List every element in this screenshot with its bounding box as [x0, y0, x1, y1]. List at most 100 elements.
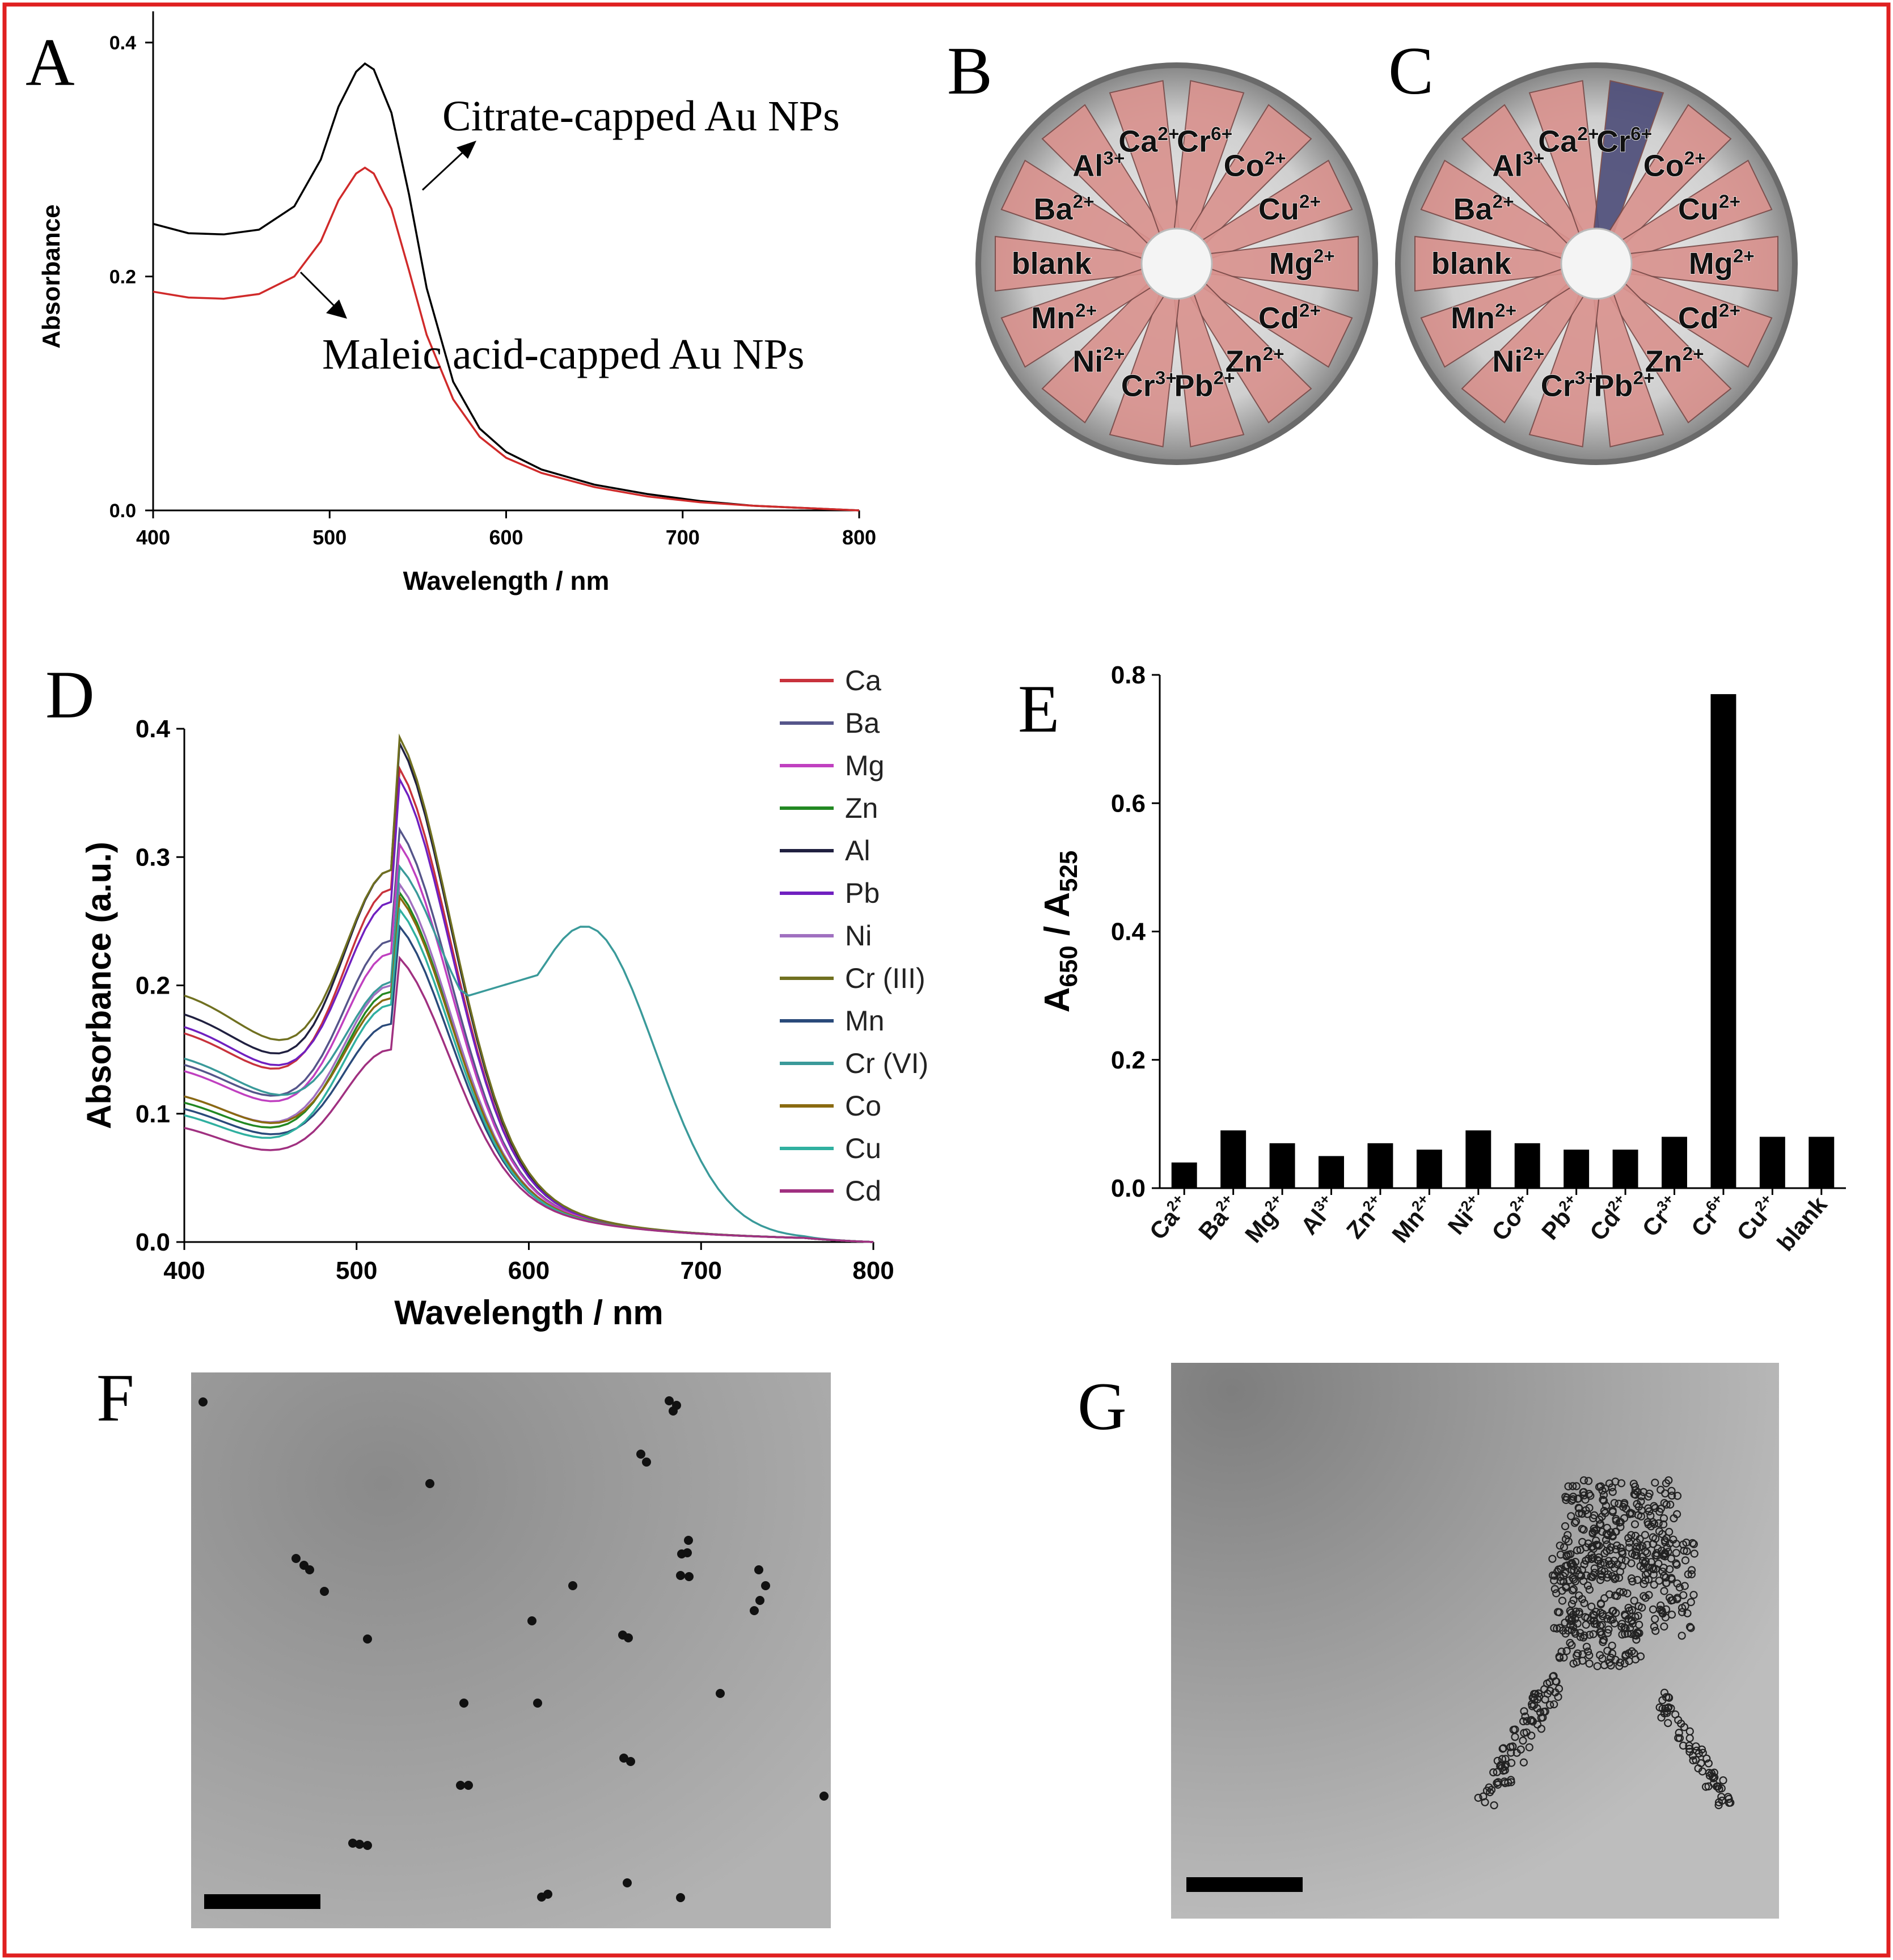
- nanoparticle: [1552, 1677, 1560, 1686]
- nanoparticle: [1608, 1507, 1617, 1517]
- nanoparticle: [543, 1890, 552, 1899]
- nanoparticle: [1579, 1577, 1588, 1585]
- nanoparticle: [1660, 1572, 1668, 1580]
- nanoparticle: [1633, 1629, 1642, 1637]
- nanoparticle: [1570, 1575, 1578, 1584]
- plate-hub-c: [1560, 227, 1633, 300]
- nanoparticle: [1616, 1523, 1625, 1531]
- tube-label-b: Cr3+: [1121, 368, 1177, 403]
- series-line-d: [184, 826, 874, 1243]
- nanoparticle: [1682, 1538, 1691, 1547]
- x-tick-label-a: 600: [489, 526, 523, 549]
- bar-e: [1809, 1137, 1835, 1188]
- nanoparticle: [1604, 1557, 1613, 1565]
- nanoparticle: [1550, 1624, 1558, 1632]
- bar-e: [1710, 694, 1736, 1188]
- nanoparticle: [1662, 1479, 1670, 1488]
- nanoparticle: [1608, 1483, 1616, 1492]
- nanoparticle: [1641, 1531, 1649, 1539]
- x-tick-label-e: Al3+: [1295, 1190, 1342, 1239]
- nanoparticle: [1657, 1601, 1665, 1610]
- x-tick-label-e: Pb2+: [1535, 1190, 1587, 1244]
- bar-e: [1759, 1137, 1785, 1188]
- nanoparticle: [348, 1839, 357, 1848]
- tube-plate-photo-b: blankBa2+Al3+Ca2+Cr6+Co2+Cu2+Mg2+Cd2+Zn2…: [975, 62, 1378, 465]
- tube-label-b-sup: 2+: [1263, 344, 1284, 365]
- nanoparticle: [1474, 1793, 1482, 1802]
- nanoparticle: [1628, 1647, 1636, 1655]
- chart-a: 400 500 600 700 800 0.0 0.2 0.4 Wavelength / nm A…: [37, 11, 876, 595]
- nanoparticle: [1658, 1530, 1667, 1539]
- nanoparticle: [1694, 1764, 1702, 1773]
- nanoparticle: [1634, 1511, 1642, 1519]
- x-tick-label-e: Mg2+: [1239, 1190, 1293, 1248]
- tube-label-c-sup: 2+: [1523, 344, 1544, 365]
- nanoparticle: [1599, 1612, 1607, 1620]
- nanoparticle: [320, 1587, 329, 1596]
- x-tick-label-e: blank: [1772, 1191, 1832, 1256]
- tube-label-b: blank: [1012, 247, 1092, 281]
- nanoparticle: [1689, 1591, 1698, 1599]
- tube-label-b: Zn2+: [1226, 344, 1284, 379]
- nanoparticle: [1512, 1748, 1521, 1757]
- y-tick-label-e: 0.8: [1111, 661, 1146, 689]
- nanoparticle: [1608, 1488, 1617, 1496]
- nanoparticle: [1613, 1560, 1622, 1569]
- nanoparticle: [1569, 1482, 1577, 1490]
- nanoparticle: [1608, 1641, 1616, 1650]
- nanoparticle: [1714, 1782, 1722, 1790]
- nanoparticle: [1684, 1570, 1692, 1579]
- nanoparticle: [1481, 1798, 1489, 1806]
- nanoparticle: [1582, 1556, 1590, 1565]
- nanoparticle: [636, 1450, 645, 1459]
- nanoparticle: [1636, 1562, 1645, 1570]
- nanoparticle: [1548, 1555, 1557, 1563]
- nanoparticle: [1605, 1658, 1614, 1667]
- nanoparticle: [1500, 1777, 1509, 1786]
- nanoparticle: [1640, 1488, 1648, 1496]
- panel-b: B blankBa2+Al3+Ca2+Cr6+Co2+Cu2+Mg2+Cd2+Z…: [947, 33, 1378, 465]
- nanoparticle: [1655, 1507, 1664, 1516]
- nanoparticle: [1612, 1545, 1620, 1554]
- nanoparticle: [1559, 1627, 1567, 1635]
- legend-label-d: Al: [845, 835, 870, 867]
- nanoparticle: [1555, 1652, 1564, 1661]
- nanoparticle: [1575, 1591, 1583, 1600]
- nanoparticle: [1485, 1783, 1493, 1792]
- nanoparticle: [1616, 1587, 1624, 1596]
- nanoparticle: [1535, 1692, 1544, 1701]
- tube-label-c: Cu2+: [1678, 192, 1740, 227]
- nanoparticle: [363, 1634, 372, 1644]
- nanoparticle: [1586, 1492, 1595, 1500]
- tube-label-b-sup: 6+: [1211, 124, 1232, 145]
- nanoparticle: [1630, 1649, 1638, 1658]
- nanoparticle: [1619, 1588, 1628, 1596]
- nanoparticle: [1561, 1493, 1570, 1501]
- bar-e: [1319, 1156, 1344, 1188]
- nanoparticle: [1673, 1510, 1681, 1518]
- tube-label-b-base: Cu: [1258, 192, 1299, 226]
- nanoparticle: [1677, 1632, 1686, 1640]
- nanoparticle: [1578, 1509, 1587, 1518]
- nanoparticle: [1667, 1574, 1676, 1582]
- y-tick-label-d: 0.1: [136, 1100, 170, 1128]
- nanoparticle: [665, 1396, 674, 1405]
- legend-label-d: Ni: [845, 920, 872, 952]
- series-line-d: [184, 740, 874, 1243]
- tube-label-b: Cr6+: [1177, 124, 1232, 159]
- nanoparticle: [1627, 1559, 1636, 1568]
- tube-label-c: Mg2+: [1689, 246, 1755, 281]
- chart-d: 400 500 600 700 800 0.0 0.1 0.2 0.3 0.4 Wavelength…: [80, 665, 928, 1332]
- y-tick-label-d: 0.3: [136, 843, 170, 871]
- nanoparticle: [1664, 1704, 1672, 1712]
- nanoparticle: [1644, 1520, 1653, 1528]
- nanoparticle: [1637, 1497, 1645, 1506]
- tube-label-c: Ni2+: [1492, 344, 1544, 379]
- nanoparticle: [1489, 1768, 1498, 1777]
- tube-label-b-sup: 2+: [1214, 368, 1235, 389]
- tube-label-c-base: Ca: [1538, 125, 1578, 159]
- nanoparticle: [755, 1596, 764, 1605]
- nanoparticle: [1633, 1488, 1642, 1496]
- nanoparticle: [1662, 1579, 1670, 1587]
- bar-e: [1269, 1143, 1295, 1188]
